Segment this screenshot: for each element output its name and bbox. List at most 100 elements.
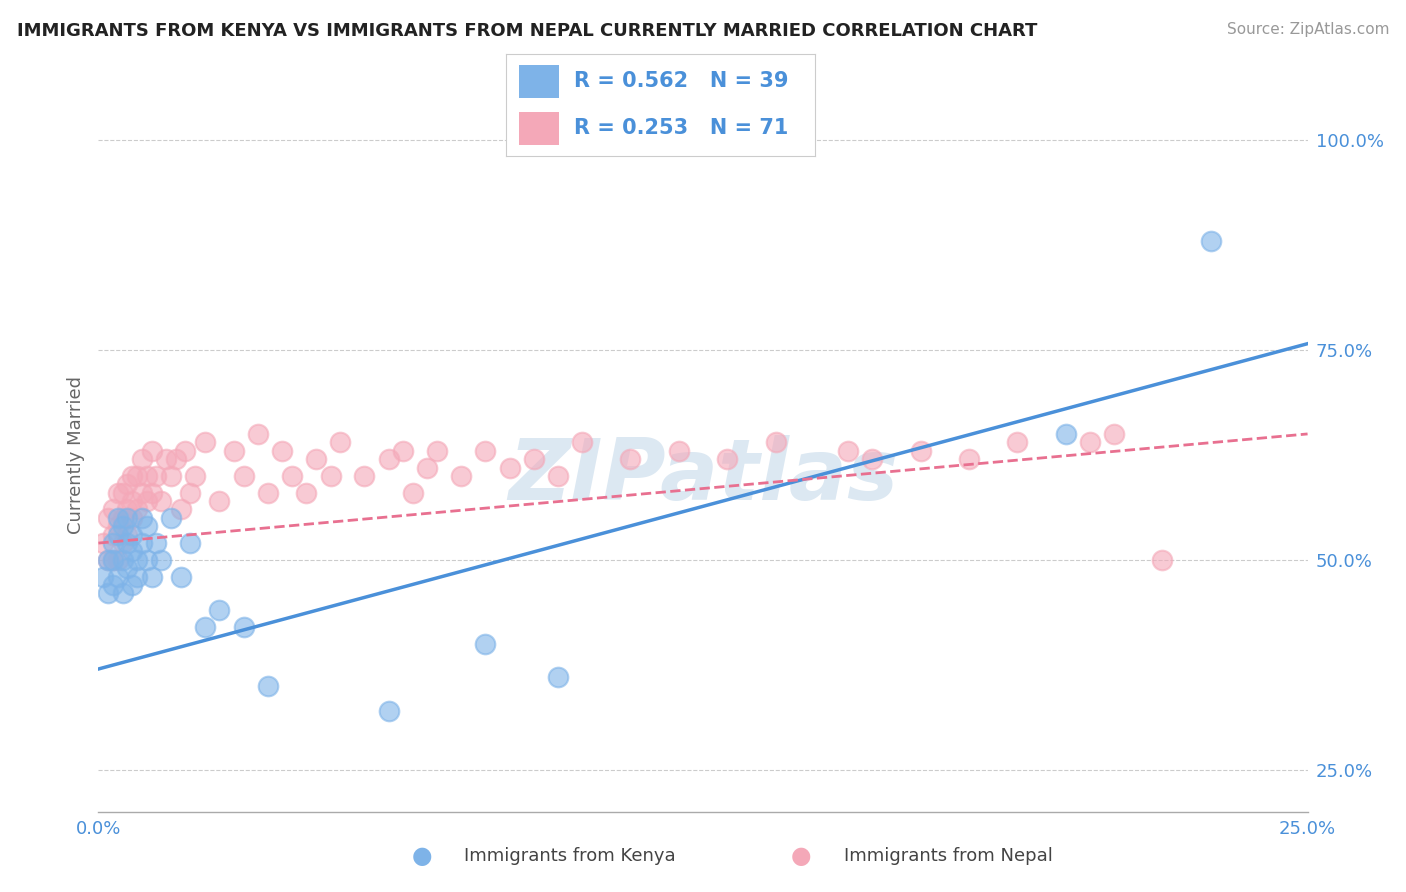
- Point: [329, 435, 352, 450]
- Point: [860, 452, 883, 467]
- Point: [547, 469, 569, 483]
- Text: ●: ●: [792, 845, 811, 868]
- Point: [117, 477, 139, 491]
- Point: [179, 485, 201, 500]
- Text: IMMIGRANTS FROM KENYA VS IMMIGRANTS FROM NEPAL CURRENTLY MARRIED CORRELATION CHA: IMMIGRANTS FROM KENYA VS IMMIGRANTS FROM…: [17, 22, 1038, 40]
- Point: [91, 569, 114, 583]
- Point: [135, 519, 157, 533]
- Point: [474, 637, 496, 651]
- Point: [135, 469, 157, 483]
- Point: [450, 469, 472, 483]
- Point: [131, 485, 153, 500]
- Text: Source: ZipAtlas.com: Source: ZipAtlas.com: [1226, 22, 1389, 37]
- Point: [131, 452, 153, 467]
- Point: [145, 536, 167, 550]
- Point: [174, 443, 197, 458]
- Point: [97, 511, 120, 525]
- Point: [194, 435, 217, 450]
- Point: [111, 586, 134, 600]
- Point: [765, 435, 787, 450]
- Point: [121, 578, 143, 592]
- Point: [121, 469, 143, 483]
- Point: [169, 569, 191, 583]
- Text: R = 0.562   N = 39: R = 0.562 N = 39: [574, 71, 789, 91]
- Point: [127, 569, 149, 583]
- Point: [131, 511, 153, 525]
- Point: [111, 485, 134, 500]
- Point: [135, 494, 157, 508]
- Point: [498, 460, 520, 475]
- Point: [194, 620, 217, 634]
- Point: [91, 536, 114, 550]
- Point: [247, 426, 270, 441]
- Point: [353, 469, 375, 483]
- Point: [319, 469, 342, 483]
- Text: ZIPatlas: ZIPatlas: [508, 434, 898, 518]
- Bar: [519, 112, 558, 145]
- Point: [111, 553, 134, 567]
- Point: [97, 553, 120, 567]
- Point: [169, 502, 191, 516]
- Point: [571, 435, 593, 450]
- Point: [1078, 435, 1101, 450]
- Point: [837, 443, 859, 458]
- Point: [121, 544, 143, 558]
- Point: [256, 679, 278, 693]
- Point: [101, 553, 124, 567]
- Point: [117, 536, 139, 550]
- Point: [295, 485, 318, 500]
- Point: [127, 502, 149, 516]
- Bar: [519, 65, 558, 97]
- Point: [117, 502, 139, 516]
- Point: [101, 536, 124, 550]
- Point: [150, 494, 173, 508]
- Point: [377, 704, 399, 718]
- Point: [1054, 426, 1077, 441]
- Point: [97, 586, 120, 600]
- Point: [179, 536, 201, 550]
- Text: Immigrants from Nepal: Immigrants from Nepal: [844, 847, 1053, 865]
- Point: [111, 511, 134, 525]
- Point: [107, 527, 129, 541]
- Point: [184, 469, 207, 483]
- Point: [117, 511, 139, 525]
- Point: [547, 670, 569, 684]
- Point: [107, 485, 129, 500]
- Point: [1152, 553, 1174, 567]
- Point: [145, 469, 167, 483]
- Point: [111, 536, 134, 550]
- Point: [619, 452, 641, 467]
- Point: [208, 603, 231, 617]
- Point: [121, 511, 143, 525]
- Point: [416, 460, 439, 475]
- Point: [305, 452, 328, 467]
- Point: [107, 519, 129, 533]
- Point: [910, 443, 932, 458]
- Point: [107, 569, 129, 583]
- Point: [141, 569, 163, 583]
- Point: [101, 578, 124, 592]
- Point: [232, 469, 254, 483]
- Y-axis label: Currently Married: Currently Married: [66, 376, 84, 534]
- Text: Immigrants from Kenya: Immigrants from Kenya: [464, 847, 676, 865]
- Point: [392, 443, 415, 458]
- Text: R = 0.253   N = 71: R = 0.253 N = 71: [574, 119, 789, 138]
- Point: [256, 485, 278, 500]
- Point: [121, 494, 143, 508]
- Point: [1199, 234, 1222, 248]
- Point: [101, 553, 124, 567]
- Point: [127, 553, 149, 567]
- Point: [1102, 426, 1125, 441]
- Point: [402, 485, 425, 500]
- Point: [127, 469, 149, 483]
- Point: [716, 452, 738, 467]
- Point: [474, 443, 496, 458]
- Point: [232, 620, 254, 634]
- Point: [426, 443, 449, 458]
- Point: [141, 443, 163, 458]
- Point: [117, 527, 139, 541]
- Text: ●: ●: [412, 845, 432, 868]
- Point: [281, 469, 304, 483]
- Point: [165, 452, 187, 467]
- Point: [957, 452, 980, 467]
